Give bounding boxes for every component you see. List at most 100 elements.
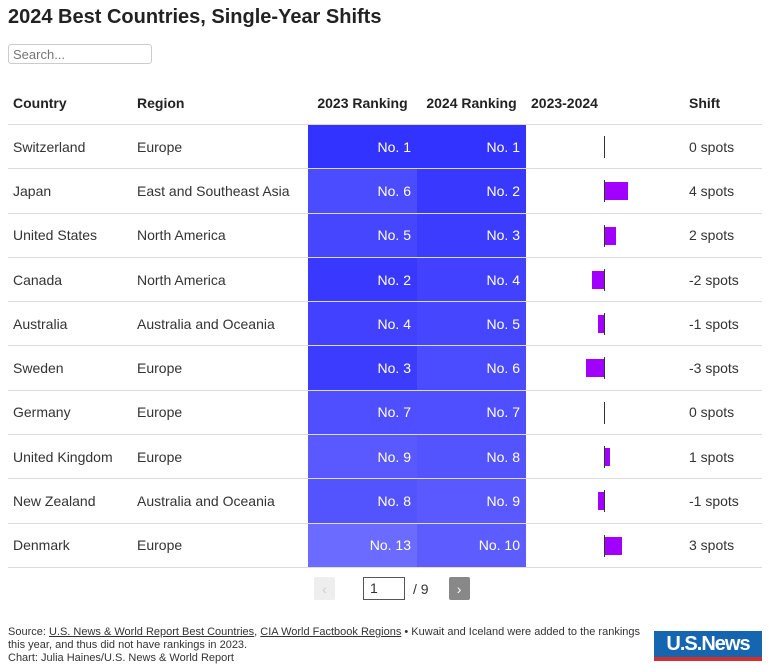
table-row: Canada North America No. 2 No. 4 -2 spot… bbox=[8, 257, 762, 303]
country-cell: Japan bbox=[8, 168, 132, 214]
footnote: • Kuwait and Iceland were added to the r… bbox=[8, 626, 640, 651]
col-country[interactable]: Country bbox=[8, 82, 132, 125]
rank-2023-cell: No. 2 bbox=[308, 257, 417, 303]
country-cell: Germany bbox=[8, 390, 132, 436]
search-input[interactable] bbox=[8, 44, 152, 64]
shift-bar bbox=[604, 448, 610, 467]
page-input[interactable]: 1 bbox=[363, 577, 405, 600]
footer-notes: Source: U.S. News & World Report Best Co… bbox=[8, 626, 648, 665]
col-2024[interactable]: 2024 Ranking bbox=[417, 82, 526, 125]
rank-2023-cell: No. 4 bbox=[308, 301, 417, 347]
zero-axis bbox=[604, 534, 605, 557]
table-row: Denmark Europe No. 13 No. 10 3 spots bbox=[8, 523, 762, 568]
region-cell: Australia and Oceania bbox=[132, 478, 308, 524]
region-cell: North America bbox=[132, 213, 308, 258]
prev-page-button[interactable]: ‹ bbox=[314, 577, 335, 600]
country-cell: Sweden bbox=[8, 345, 132, 391]
zero-axis bbox=[604, 268, 605, 291]
country-cell: Denmark bbox=[8, 523, 132, 568]
table-row: Switzerland Europe No. 1 No. 1 0 spots bbox=[8, 124, 762, 170]
table-row: Sweden Europe No. 3 No. 6 -3 spots bbox=[8, 345, 762, 391]
shift-cell: 2 spots bbox=[684, 213, 762, 258]
source-link-cia[interactable]: CIA World Factbook Regions bbox=[260, 626, 402, 638]
rank-2024-cell: No. 8 bbox=[417, 434, 526, 480]
col-2023[interactable]: 2023 Ranking bbox=[308, 82, 417, 125]
rank-2023-cell: No. 13 bbox=[308, 523, 417, 568]
shift-bar bbox=[598, 315, 604, 334]
rank-2024-cell: No. 2 bbox=[417, 168, 526, 214]
rank-2024-cell: No. 6 bbox=[417, 345, 526, 391]
page-total: / 9 bbox=[413, 580, 429, 597]
header-row: Country Region 2023 Ranking 2024 Ranking… bbox=[8, 82, 762, 125]
zero-axis bbox=[604, 490, 605, 513]
col-shift[interactable]: Shift bbox=[684, 82, 762, 125]
rank-2024-cell: No. 4 bbox=[417, 257, 526, 303]
country-cell: United States bbox=[8, 213, 132, 258]
shift-cell: 0 spots bbox=[684, 124, 762, 170]
source-link-usnews[interactable]: U.S. News & World Report Best Countries bbox=[48, 626, 255, 638]
pagination: ‹ 1 / 9 › bbox=[314, 577, 470, 600]
zero-axis bbox=[604, 357, 605, 380]
table-row: Germany Europe No. 7 No. 7 0 spots bbox=[8, 390, 762, 436]
shift-cell: 0 spots bbox=[684, 390, 762, 436]
rank-2023-cell: No. 8 bbox=[308, 478, 417, 524]
table-row: Australia Australia and Oceania No. 4 No… bbox=[8, 301, 762, 347]
shift-cell: 4 spots bbox=[684, 168, 762, 214]
region-cell: Europe bbox=[132, 434, 308, 480]
zero-axis bbox=[604, 224, 605, 247]
rank-2023-cell: No. 6 bbox=[308, 168, 417, 214]
shift-bar bbox=[604, 226, 616, 245]
country-cell: Australia bbox=[8, 301, 132, 347]
rank-2024-cell: No. 10 bbox=[417, 523, 526, 568]
rank-2023-cell: No. 1 bbox=[308, 124, 417, 170]
table-row: Japan East and Southeast Asia No. 6 No. … bbox=[8, 168, 762, 214]
rankings-table: Country Region 2023 Ranking 2024 Ranking… bbox=[8, 82, 762, 568]
shift-bar-cell bbox=[526, 434, 684, 480]
table-row: New Zealand Australia and Oceania No. 8 … bbox=[8, 478, 762, 524]
shift-bar bbox=[604, 536, 622, 555]
shift-bar bbox=[592, 270, 604, 289]
rank-2023-cell: No. 5 bbox=[308, 213, 417, 258]
shift-bar-cell bbox=[526, 478, 684, 524]
rank-2024-cell: No. 1 bbox=[417, 124, 526, 170]
shift-cell: 1 spots bbox=[684, 434, 762, 480]
table-row: United Kingdom Europe No. 9 No. 8 1 spot… bbox=[8, 434, 762, 480]
region-cell: Europe bbox=[132, 124, 308, 170]
zero-axis bbox=[604, 136, 605, 158]
col-change: 2023-2024 bbox=[526, 82, 684, 125]
source-label: Source: bbox=[8, 626, 49, 638]
shift-bar-cell bbox=[526, 345, 684, 391]
region-cell: Europe bbox=[132, 390, 308, 436]
rank-2023-cell: No. 3 bbox=[308, 345, 417, 391]
country-cell: Switzerland bbox=[8, 124, 132, 170]
zero-axis bbox=[604, 180, 605, 203]
sep: , bbox=[254, 626, 261, 638]
usnews-logo: U.S.News bbox=[654, 631, 762, 661]
shift-bar bbox=[586, 359, 604, 378]
shift-cell: -2 spots bbox=[684, 257, 762, 303]
shift-cell: -1 spots bbox=[684, 301, 762, 347]
next-page-button[interactable]: › bbox=[448, 577, 470, 600]
credit: Chart: Julia Haines/U.S. News & World Re… bbox=[8, 652, 234, 664]
shift-bar-cell bbox=[526, 523, 684, 568]
table-row: United States North America No. 5 No. 3 … bbox=[8, 213, 762, 258]
shift-cell: -1 spots bbox=[684, 478, 762, 524]
shift-bar-cell bbox=[526, 213, 684, 258]
col-region[interactable]: Region bbox=[132, 82, 308, 125]
zero-axis bbox=[604, 401, 605, 424]
shift-cell: 3 spots bbox=[684, 523, 762, 568]
rank-2023-cell: No. 9 bbox=[308, 434, 417, 480]
rank-2024-cell: No. 9 bbox=[417, 478, 526, 524]
shift-bar bbox=[604, 182, 628, 201]
page-title: 2024 Best Countries, Single-Year Shifts bbox=[8, 6, 382, 28]
rank-2024-cell: No. 7 bbox=[417, 390, 526, 436]
shift-bar bbox=[598, 492, 604, 511]
shift-bar-cell bbox=[526, 257, 684, 303]
region-cell: East and Southeast Asia bbox=[132, 168, 308, 214]
country-cell: New Zealand bbox=[8, 478, 132, 524]
zero-axis bbox=[604, 313, 605, 336]
rank-2023-cell: No. 7 bbox=[308, 390, 417, 436]
shift-bar-cell bbox=[526, 168, 684, 214]
rank-2024-cell: No. 5 bbox=[417, 301, 526, 347]
shift-bar-cell bbox=[526, 301, 684, 347]
